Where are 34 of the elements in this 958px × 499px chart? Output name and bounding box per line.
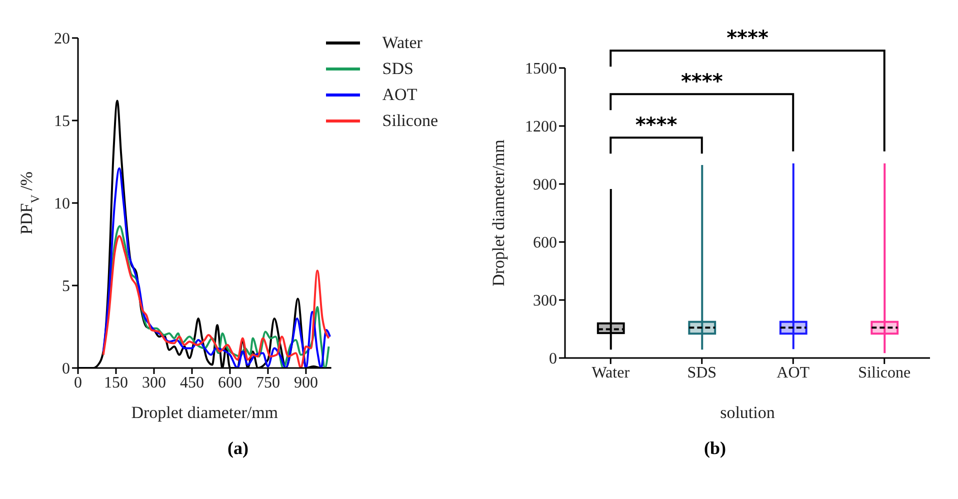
legend-label: AOT <box>382 84 418 106</box>
y-tick-label: 5 <box>62 278 70 296</box>
legend-label: Water <box>382 32 422 54</box>
annotation: **** <box>680 69 724 94</box>
significance-bracket: **** <box>610 112 703 154</box>
x-tick-label: 300 <box>142 374 166 392</box>
y-tick-label: 20 <box>54 30 70 48</box>
x-tick-label: 150 <box>104 374 128 392</box>
x-tick-label: 750 <box>256 374 280 392</box>
x-axis-title: Droplet diameter/mm <box>131 403 278 422</box>
x-tick-label: 0 <box>74 374 82 392</box>
text: (a) <box>226 438 250 459</box>
x-tick-label: SDS <box>687 364 717 382</box>
y-tick-label: 300 <box>533 292 557 310</box>
x-tick-label: 900 <box>294 374 318 392</box>
y-tick-label: 10 <box>54 196 70 213</box>
x-tick-label: 600 <box>218 374 242 392</box>
y-tick-label: 600 <box>533 234 557 252</box>
x-tick-label: Water <box>592 364 630 382</box>
y-tick-label: 900 <box>533 176 557 194</box>
legend-label: Silicone <box>382 110 438 132</box>
line-series <box>102 167 332 368</box>
y-tick-label: 0 <box>549 350 557 368</box>
y-tick-label: 1200 <box>525 118 557 136</box>
y-tick-label: 15 <box>54 113 70 130</box>
annotation: **** <box>635 112 678 137</box>
text: (b) <box>703 438 727 459</box>
x-tick-label: 450 <box>180 374 204 392</box>
y-axis-title: Droplet diameter/mm <box>489 140 508 286</box>
x-axis-title: solution <box>720 403 776 422</box>
legend-label: SDS <box>382 58 414 80</box>
y-tick-label: 1500 <box>525 60 557 78</box>
x-tick-label: AOT <box>776 364 810 382</box>
x-tick-label: Silicone <box>858 364 911 382</box>
